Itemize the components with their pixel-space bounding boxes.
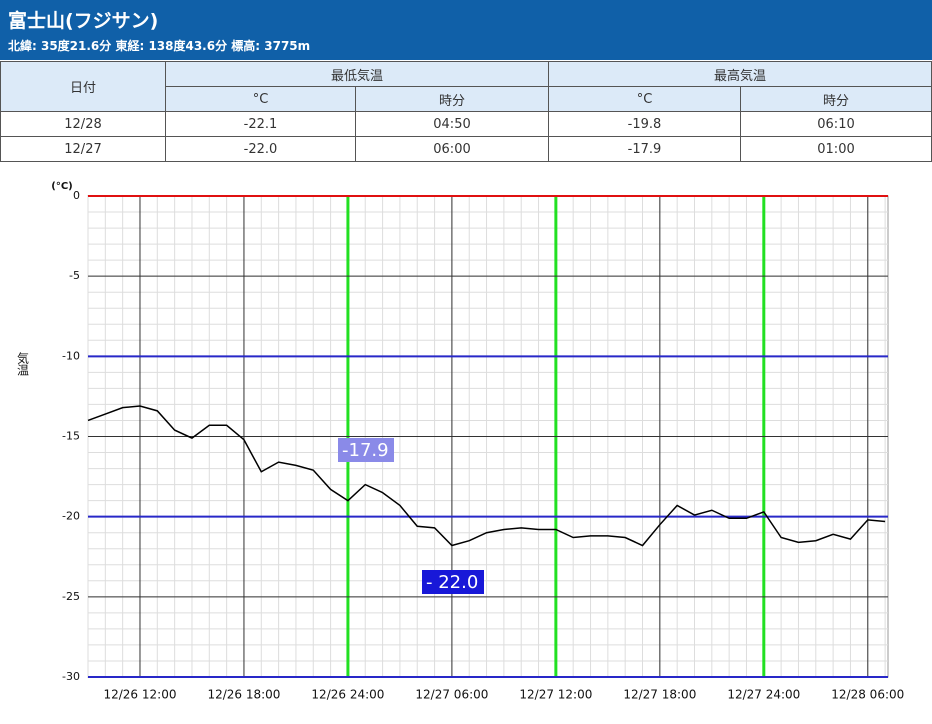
x-tick-label: 12/27 12:00 — [519, 688, 592, 702]
header-cell: °C — [165, 86, 356, 112]
title: 富士山(フジサン) — [8, 10, 159, 32]
y-tick-label: -10 — [62, 349, 80, 362]
y-tick-label: -15 — [62, 430, 80, 443]
annotation: - 22.0 — [422, 570, 484, 594]
y-tick-label: -20 — [62, 510, 80, 523]
x-tick-label: 12/28 06:00 — [831, 688, 904, 702]
header: 富士山(フジサン) 北緯: 35度21.6分 東経: 138度43.6分 標高:… — [0, 0, 932, 60]
y-tick-label: -5 — [69, 269, 80, 282]
cell: -22.0 — [165, 136, 356, 162]
cell: -22.1 — [165, 111, 356, 137]
y-unit: (°C) — [51, 181, 72, 192]
cell: 04:50 — [355, 111, 549, 137]
x-tick-label: 12/26 12:00 — [103, 688, 176, 702]
y-tick-label: -30 — [62, 670, 80, 683]
header-cell: 最高気温 — [548, 61, 932, 87]
header-cell: °C — [548, 86, 741, 112]
cell: 12/28 — [0, 111, 166, 137]
annotation-text: - 22.0 — [426, 572, 478, 593]
x-tick-label: 12/27 06:00 — [415, 688, 488, 702]
x-tick-label: 12/26 24:00 — [311, 688, 384, 702]
header-cell: 日付 — [0, 61, 166, 112]
chart: (°C) 気温 12/26 12:00 12/26 18:00 12/26 24:0… — [16, 181, 905, 702]
cell: -19.8 — [548, 111, 741, 137]
subtitle: 北緯: 35度21.6分 東経: 138度43.6分 標高: 3775m — [8, 39, 311, 53]
header-cell: 時分 — [740, 86, 932, 112]
x-tick-label: 12/27 18:00 — [623, 688, 696, 702]
y-tick-label: 0 — [73, 189, 80, 202]
cell: 01:00 — [740, 136, 932, 162]
cell: 12/27 — [0, 136, 166, 162]
annotation-box — [338, 438, 394, 462]
annotation-box — [422, 570, 484, 594]
temperature-line — [87, 405, 886, 547]
header-cell: 時分 — [355, 86, 549, 112]
summary-table: 日付 最低気温 最高気温 °C 時分 °C 時分 12/28 -22.1 04:50… — [0, 61, 932, 162]
cell: 06:10 — [740, 111, 932, 137]
annotation: -17.9 — [338, 438, 394, 462]
cell: -17.9 — [548, 136, 741, 162]
x-tick-label: 12/27 24:00 — [727, 688, 800, 702]
header-cell: 最低気温 — [165, 61, 549, 87]
y-axis-title: 気温 — [16, 351, 30, 376]
x-tick-label: 12/26 18:00 — [207, 688, 280, 702]
annotation-text: -17.9 — [342, 440, 389, 461]
cell: 06:00 — [355, 136, 549, 162]
y-tick-label: -25 — [62, 590, 80, 603]
